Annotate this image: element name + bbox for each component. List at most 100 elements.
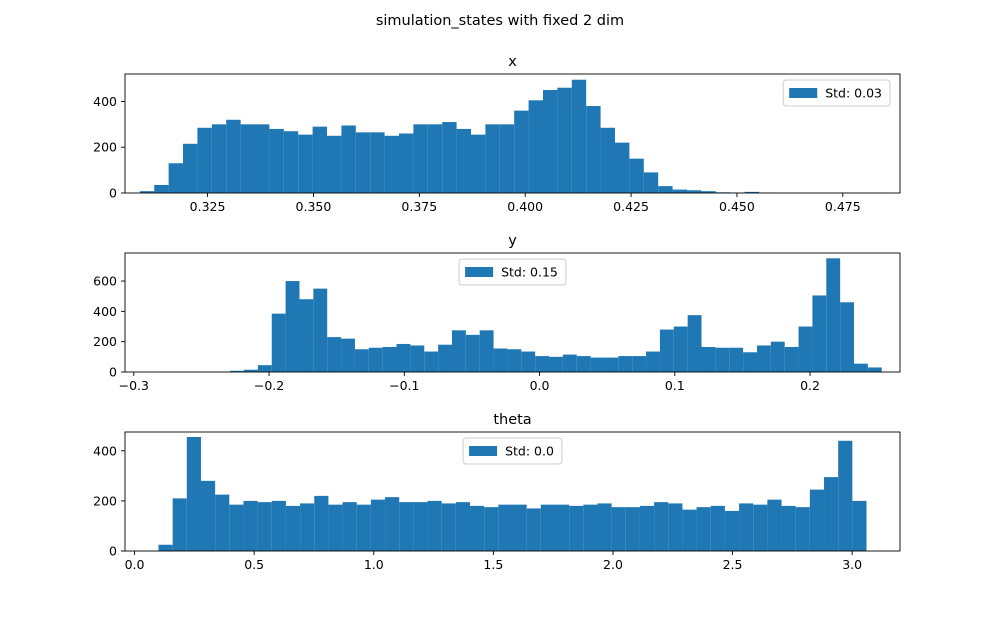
y-tick-label: 200 — [93, 493, 117, 508]
histogram-bar — [313, 288, 328, 372]
histogram-bar — [658, 186, 673, 193]
histogram-bar — [770, 341, 785, 372]
histogram-bar — [470, 505, 485, 551]
histogram-bar — [571, 79, 587, 193]
x-tick-label: 0.2 — [800, 378, 820, 393]
histogram-bar — [614, 142, 630, 193]
histogram-bar — [867, 367, 882, 372]
x-tick-label: −0.3 — [119, 378, 149, 393]
histogram-bar — [269, 128, 284, 193]
histogram-bar — [183, 143, 198, 193]
histogram-bar — [744, 191, 759, 193]
histogram-bar — [399, 502, 414, 551]
histogram-bar — [549, 356, 563, 372]
histogram-bar — [442, 122, 457, 193]
axes-frame — [124, 431, 901, 552]
histogram-bar — [557, 87, 572, 193]
figure-title: simulation_states with fixed 2 dim — [376, 13, 624, 29]
histogram-bar — [255, 124, 270, 193]
histogram-bar — [172, 498, 187, 551]
x-tick-label: 3.0 — [842, 557, 862, 572]
x-tick-label: 0.325 — [190, 199, 226, 214]
axes-frame — [124, 252, 901, 373]
histogram-bar — [576, 356, 591, 372]
histogram-bar — [629, 158, 644, 193]
histogram-bar — [600, 127, 615, 193]
histogram-bar — [838, 440, 853, 551]
subplot-y: y −0.3 −0.2 −0.1 0.0 0.1 0.2 0 200 400 600 Std: 0.1… — [93, 233, 901, 393]
histogram-bar — [438, 344, 452, 372]
histogram-bar — [441, 503, 456, 551]
legend-box — [458, 258, 567, 286]
histogram-bar — [413, 502, 428, 551]
histogram-bar — [729, 347, 744, 372]
histogram-bar — [569, 505, 584, 551]
histogram-bar — [230, 370, 245, 372]
histogram-bar — [535, 356, 550, 372]
histogram-bar — [413, 124, 428, 193]
histogram-bar — [682, 509, 697, 551]
histogram-bar — [493, 348, 508, 372]
histogram-bar — [456, 128, 471, 193]
histogram-bars — [139, 79, 889, 193]
histogram-bar — [244, 369, 258, 372]
histogram-bar — [756, 345, 771, 372]
histogram-bar — [341, 125, 356, 193]
subplot-title: y — [508, 233, 517, 249]
legend-label: Std: 0.0 — [505, 444, 554, 459]
histogram-bar — [526, 508, 541, 551]
histogram-bar — [668, 503, 683, 551]
x-tick-label: 1.0 — [364, 557, 384, 572]
x-tick-label: 1.5 — [483, 557, 503, 572]
histogram-bar — [226, 119, 241, 193]
histogram-bars — [158, 437, 867, 551]
histogram-bar — [370, 132, 385, 193]
y-tick-label: 200 — [93, 334, 117, 349]
axes-frame — [124, 73, 901, 194]
histogram-bar — [521, 351, 536, 372]
histogram-bar — [659, 329, 674, 372]
histogram-bar — [687, 315, 702, 372]
histogram-bar — [686, 190, 702, 193]
histogram-bar — [211, 124, 227, 193]
histogram-bar — [854, 363, 868, 372]
x-tick-label: −0.2 — [254, 378, 284, 393]
legend-swatch — [789, 88, 818, 98]
histogram-bar — [168, 163, 184, 193]
histogram-bar — [784, 346, 799, 372]
histogram-bar — [512, 504, 527, 551]
histogram-bar — [243, 500, 258, 551]
histogram-bar — [298, 134, 313, 193]
histogram-bar — [455, 502, 471, 551]
x-tick-label: 0.0 — [125, 557, 145, 572]
histogram-bar — [410, 345, 425, 372]
histogram-bar — [424, 351, 439, 372]
histogram-bar — [554, 504, 570, 551]
histogram-bar — [354, 349, 369, 372]
subplot-title: x — [508, 54, 517, 70]
legend-box — [462, 437, 563, 465]
histogram-bar — [384, 135, 400, 193]
histogram-bar — [625, 507, 640, 551]
histogram-bar — [715, 347, 730, 372]
legend-label: Std: 0.03 — [825, 86, 882, 101]
histogram-bar — [672, 189, 687, 193]
x-tick-label: 2.0 — [603, 557, 623, 572]
histogram-bar — [356, 504, 371, 551]
histogram-bar — [314, 495, 329, 551]
histogram-bar — [197, 127, 212, 193]
y-tick-label: 0 — [109, 365, 117, 380]
histogram-bar — [355, 132, 371, 193]
histogram-bar — [798, 326, 813, 372]
histogram-bar — [158, 544, 173, 551]
histogram-bar — [514, 110, 529, 193]
histogram-bar — [701, 346, 716, 372]
histogram-bar — [271, 500, 286, 551]
histogram-bar — [240, 124, 256, 193]
histogram-bar — [484, 507, 499, 551]
histogram-bar — [283, 131, 299, 193]
histogram-bar — [618, 356, 633, 372]
histogram-bar — [753, 504, 768, 551]
legend-label: Std: 0.15 — [501, 265, 558, 280]
x-tick-label: 0.375 — [401, 199, 437, 214]
